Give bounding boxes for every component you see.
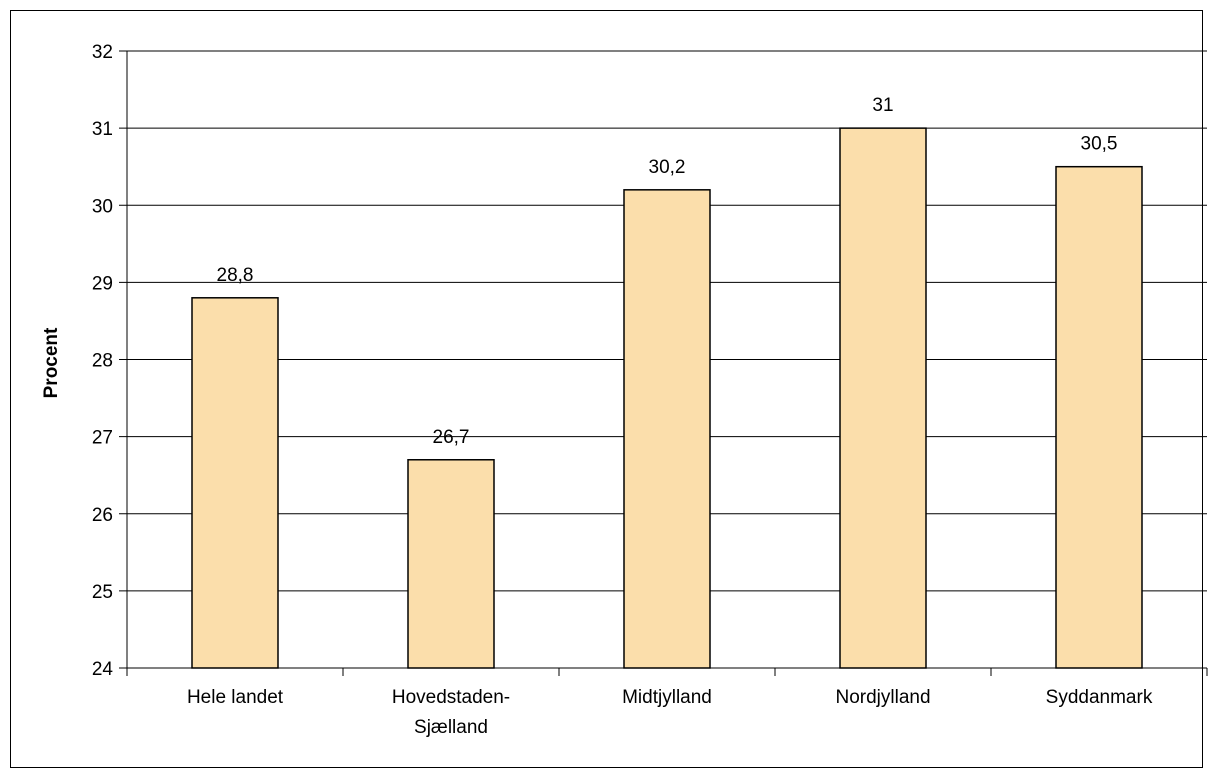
data-label: 30,5: [1081, 134, 1118, 155]
x-tick-label: Hele landet: [187, 687, 284, 708]
y-tick-label: 31: [92, 119, 113, 140]
y-tick-label: 32: [92, 42, 113, 63]
x-tick-label: Midtjylland: [622, 687, 712, 708]
x-tick-label: Syddanmark: [1046, 687, 1153, 708]
y-tick-label: 26: [92, 505, 113, 526]
y-tick-label: 24: [92, 659, 114, 680]
data-label: 30,2: [649, 157, 686, 178]
y-axis-label: Procent: [41, 327, 62, 398]
y-tick-label: 27: [92, 428, 113, 449]
data-label: 26,7: [433, 427, 470, 448]
bar: [1055, 165, 1143, 669]
bar: [839, 127, 927, 669]
y-tick-label: 28: [92, 351, 113, 372]
labels: 24 25 26 27 28 29 30 31 32 28,8 Hele landet 26,7 Hov…: [92, 42, 1153, 738]
bars: [191, 127, 1143, 669]
bar: [623, 189, 711, 669]
data-label: 28,8: [217, 265, 254, 286]
y-tick-label: 29: [92, 273, 113, 294]
bar: [191, 297, 279, 669]
x-tick-label: Sjælland: [414, 717, 488, 738]
y-tick-label: 30: [92, 196, 113, 217]
y-tick-label: 25: [92, 582, 113, 603]
data-label: 31: [872, 95, 893, 116]
bar: [407, 459, 495, 669]
x-tick-label: Hovedstaden-: [392, 687, 510, 708]
x-tick-label: Nordjylland: [835, 687, 930, 708]
